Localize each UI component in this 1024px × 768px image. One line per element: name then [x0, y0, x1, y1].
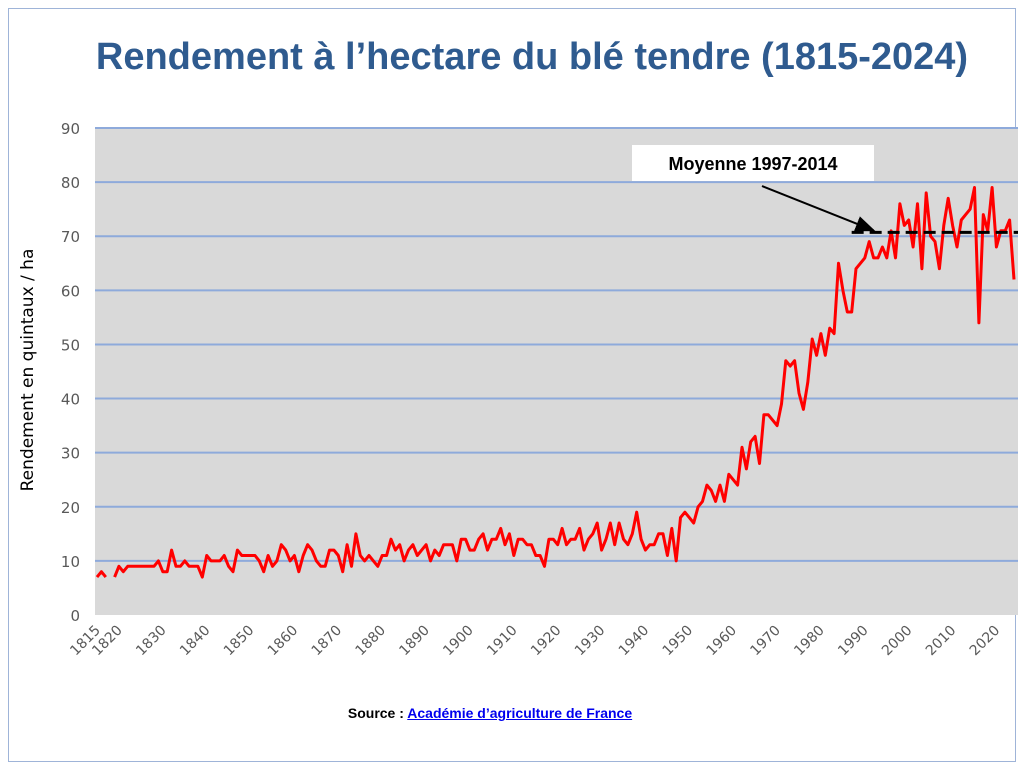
y-tick-label: 10 [61, 553, 80, 571]
y-tick-label: 30 [61, 445, 80, 463]
source-label: Source : [347, 705, 404, 721]
y-tick-label: 40 [61, 391, 80, 409]
annotation-arrow [761, 185, 876, 232]
y-tick-label: 20 [61, 499, 80, 517]
annotation-label: Moyenne 1997-2014 [668, 154, 837, 174]
x-tick-label: 1860 [265, 623, 302, 660]
x-tick-label: 1980 [791, 623, 828, 660]
chart-title: Rendement à l’hectare du blé tendre (181… [95, 36, 969, 78]
x-tick-label: 1940 [616, 623, 653, 660]
x-tick-label: 2020 [967, 623, 1004, 660]
x-tick-label: 1920 [528, 623, 565, 660]
x-tick-label: 1870 [309, 623, 346, 660]
x-tick-label: 1950 [660, 623, 697, 660]
x-tick-label: 1880 [353, 623, 390, 660]
source-link[interactable]: Académie d’agriculture de France [407, 705, 633, 721]
y-tick-label: 70 [61, 228, 80, 246]
x-tick-label: 1850 [221, 623, 258, 660]
y-tick-label: 0 [70, 607, 80, 625]
x-tick-label: 1910 [484, 623, 521, 660]
y-axis-label: Rendement en quintaux / ha [18, 249, 38, 492]
x-tick-label: 1900 [440, 623, 477, 660]
y-tick-label: 80 [61, 174, 80, 192]
series-line-rendement [95, 186, 1016, 579]
x-tick-label: 1830 [133, 623, 170, 660]
x-tick-label: 1890 [396, 623, 433, 660]
x-tick-label: 1970 [747, 623, 784, 660]
annotation-box [632, 145, 874, 181]
x-tick-label: 2010 [923, 623, 960, 660]
plot-area [95, 128, 1018, 615]
x-tick-label: 1960 [704, 623, 741, 660]
y-tick-label: 90 [61, 120, 80, 138]
x-tick-label: 2000 [879, 623, 916, 660]
y-tick-label: 60 [61, 282, 80, 300]
x-tick-label: 1990 [835, 623, 872, 660]
x-tick-label: 1840 [177, 623, 214, 660]
source-note: Source : Académie d’agriculture de Franc… [0, 705, 980, 721]
y-tick-label: 50 [61, 336, 80, 354]
x-tick-label: 1930 [572, 623, 609, 660]
